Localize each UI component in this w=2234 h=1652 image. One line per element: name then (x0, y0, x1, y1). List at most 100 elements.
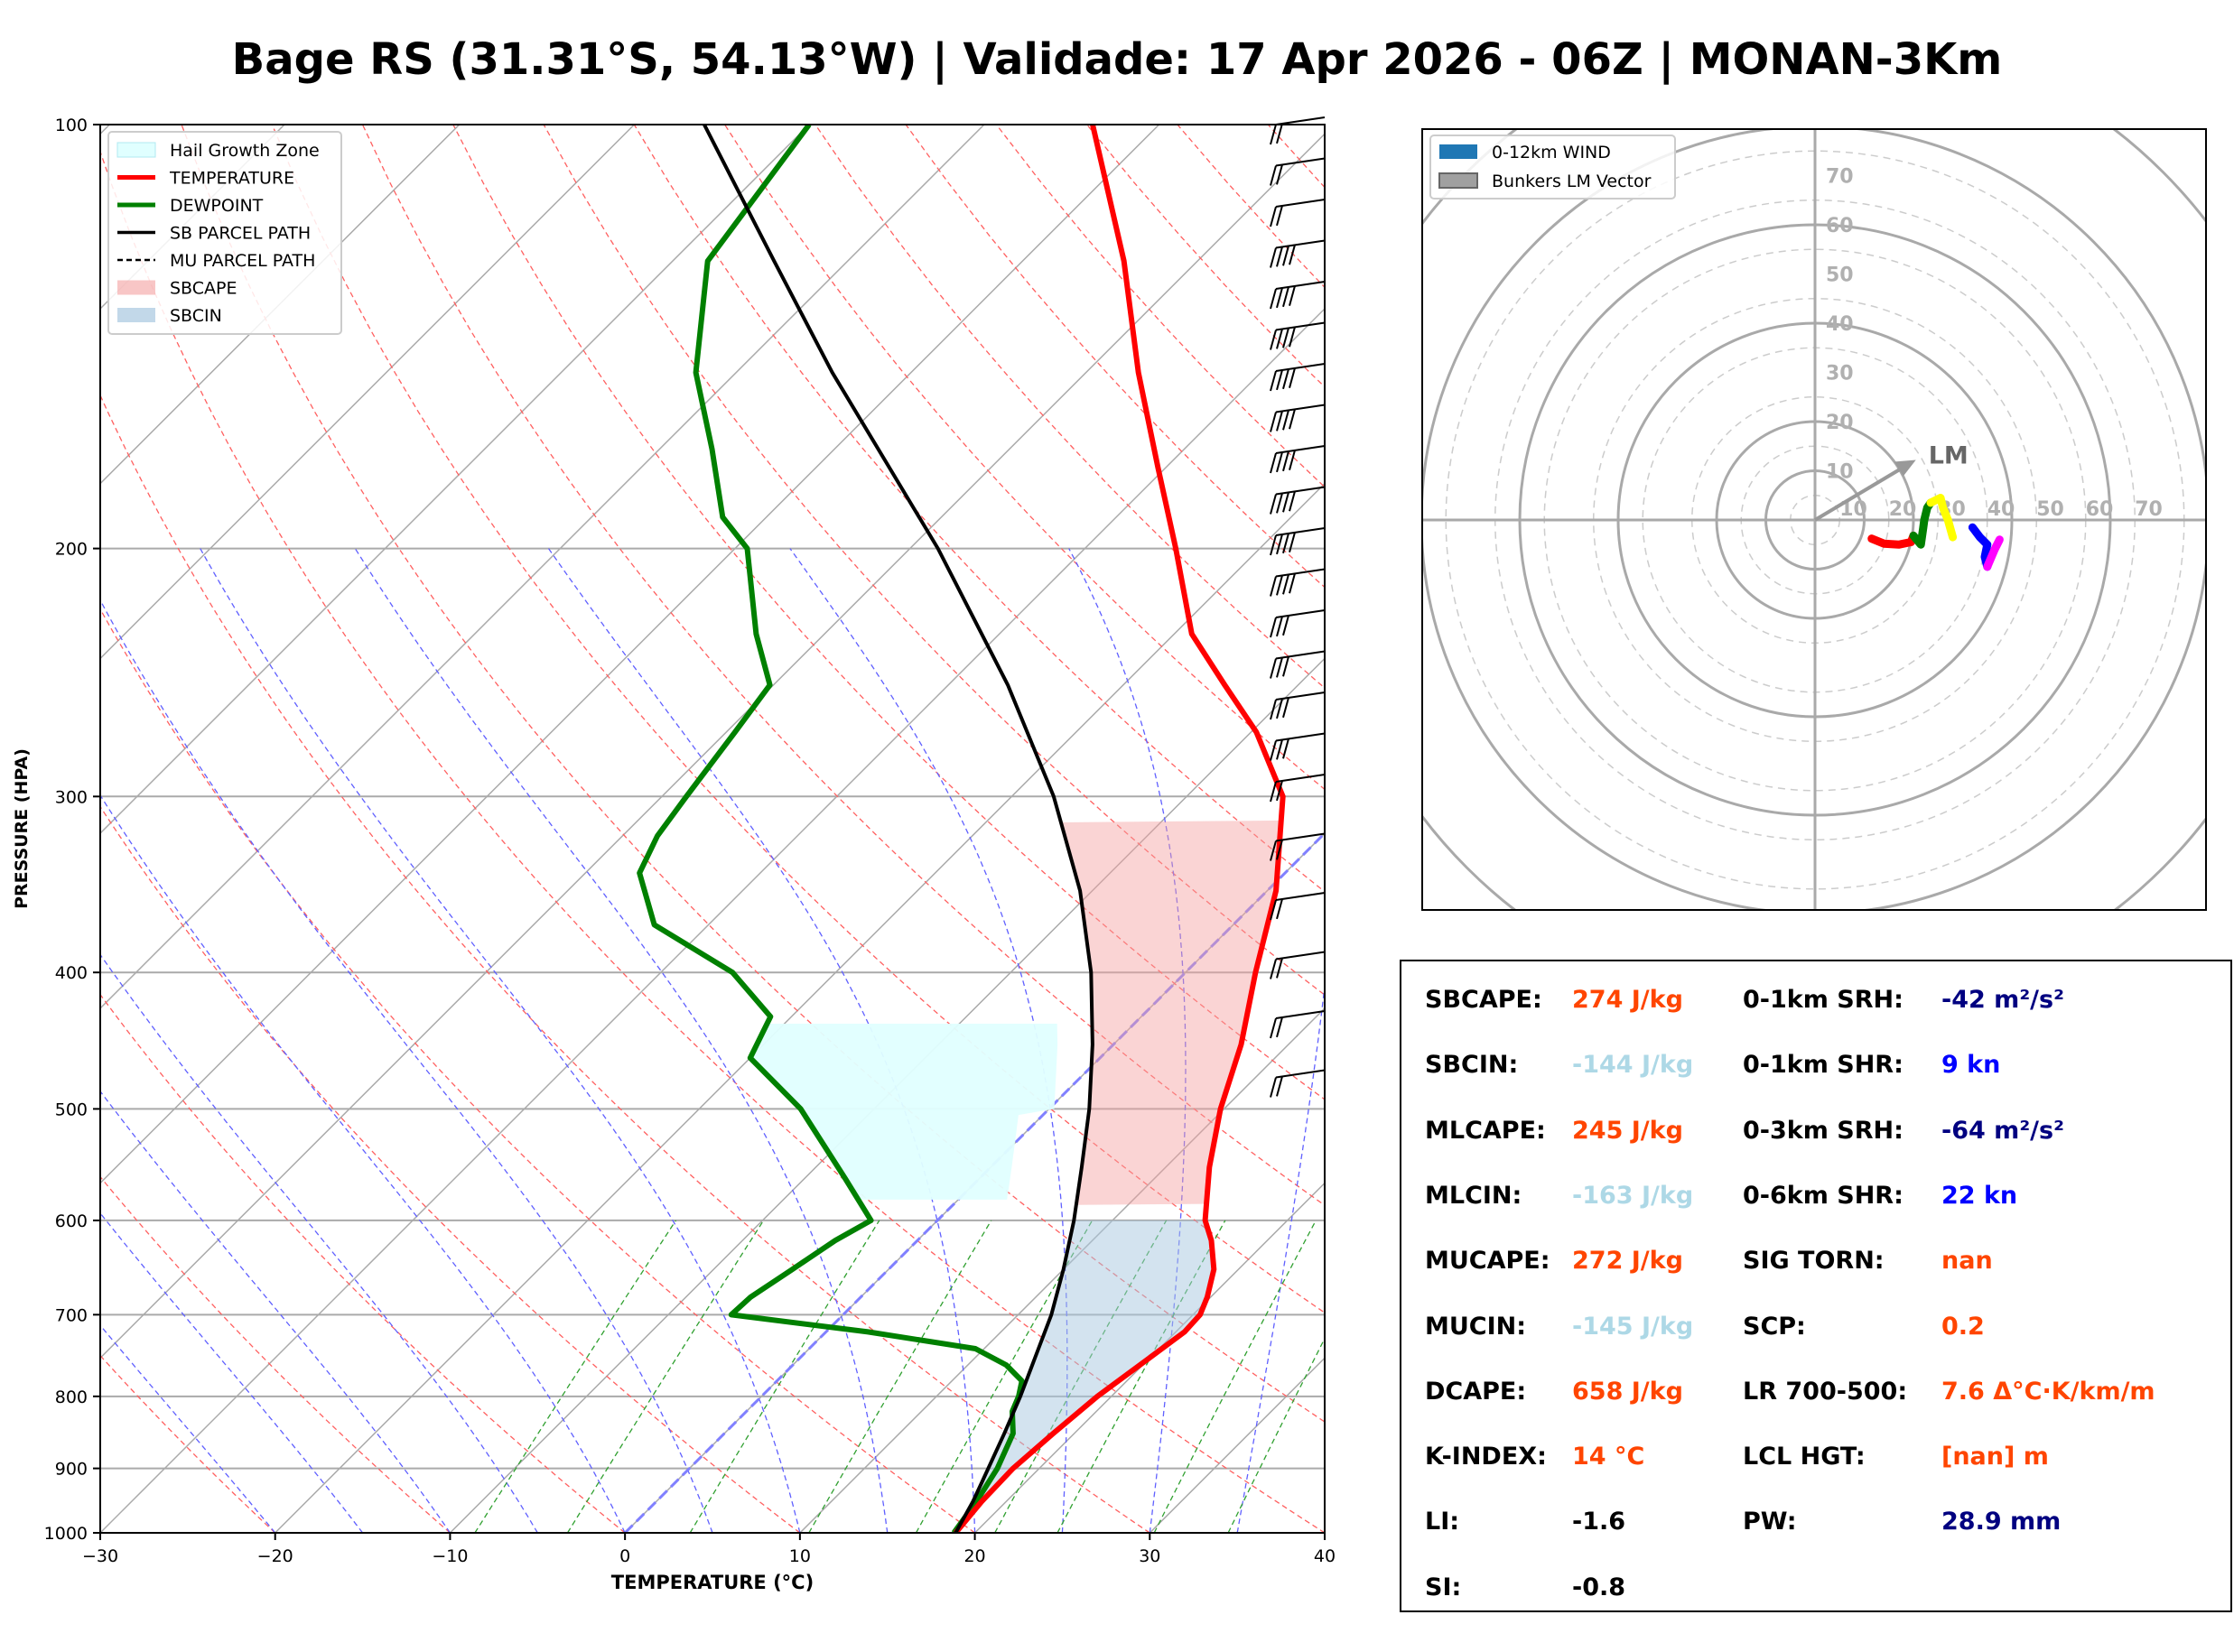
legend-item: SBCIN (117, 306, 222, 326)
param-label: LR 700-500: (1743, 1377, 1908, 1406)
wind-barb (1270, 609, 1326, 638)
param-label: PW: (1743, 1508, 1797, 1536)
wind-barb (1270, 568, 1326, 597)
mixing-ratio-line (474, 1220, 677, 1533)
legend-swatch (1438, 172, 1478, 189)
dry-adiabat (633, 125, 1325, 893)
moist-adiabat (354, 548, 889, 1533)
hodo-ring-label-vertical: 40 (1826, 313, 1854, 336)
dry-adiabat (814, 125, 1325, 689)
param-label: K-INDEX: (1425, 1443, 1547, 1471)
mixing-ratio-line (689, 1220, 880, 1533)
wind-barb (1270, 199, 1326, 227)
legend-label: 0-12km WIND (1492, 143, 1611, 162)
skewt-legend: Hail Growth Zone TEMPERATURE DEWPOINT SB PA… (107, 131, 342, 335)
isotherm-line (100, 133, 1325, 1360)
param-value: -163 J/kg (1572, 1181, 1694, 1210)
legend-label: Bunkers LM Vector (1492, 172, 1652, 191)
wind-barb (1270, 486, 1326, 515)
param-value: 658 J/kg (1572, 1377, 1683, 1406)
x-tick-label: −20 (257, 1546, 293, 1566)
wind-barb (1270, 951, 1326, 979)
param-label: SIG TORN: (1743, 1247, 1885, 1276)
legend-label: SBCIN (170, 306, 222, 326)
y-tick-label: 500 (55, 1100, 88, 1119)
legend-swatch (117, 308, 155, 322)
chart-title: Bage RS (31.31°S, 54.13°W) | Validade: 1… (231, 34, 2003, 85)
sbcape-fill (1060, 820, 1281, 1205)
hodo-ring-label-horizontal: 40 (1987, 498, 2015, 521)
isotherm-line (275, 482, 1325, 1533)
param-value: 274 J/kg (1572, 986, 1683, 1014)
legend-item: SB PARCEL PATH (117, 224, 311, 244)
bunkers-lm-vector (1813, 464, 1906, 522)
wind-barb (1270, 404, 1326, 432)
skewt-fills (749, 820, 1281, 1533)
x-tick-label: 40 (1314, 1546, 1336, 1566)
dewpoint-line (637, 125, 1025, 1533)
param-label: SI: (1425, 1573, 1462, 1601)
y-tick-label: 100 (55, 116, 88, 135)
wind-barb (1270, 445, 1326, 474)
param-label: MUCIN: (1425, 1312, 1527, 1341)
wind-barb (1270, 691, 1326, 720)
param-label: MLCIN: (1425, 1181, 1522, 1210)
isotherm-line (100, 125, 1160, 1184)
wind-barb (1270, 527, 1326, 556)
hodo-ring-label-vertical: 10 (1826, 461, 1854, 484)
moist-adiabat (100, 599, 713, 1533)
isotherm-line (100, 125, 635, 660)
param-value: nan (1941, 1247, 1993, 1276)
param-value: -145 J/kg (1572, 1312, 1694, 1341)
legend-item: SBCAPE (117, 279, 237, 299)
parameters-panel: SBCAPE: 274 J/kg SBCIN: -144 J/kg MLCAPE: 245… (1400, 960, 2232, 1612)
param-value: -42 m²/s² (1941, 986, 2064, 1014)
isotherm-line (799, 1007, 1325, 1533)
skewt-background-lines (100, 125, 1325, 1533)
legend-label: MU PARCEL PATH (170, 251, 315, 271)
isotherm-line (100, 307, 1325, 1533)
hodograph-trace: LM (1813, 442, 2004, 571)
param-value: 245 J/kg (1572, 1116, 1683, 1145)
hodograph-segment (1926, 494, 1958, 542)
skewt-axis-ticks: −30 −20 −10 0 10 20 30 40 100 200 300 400 500 600 700 8… (44, 116, 1336, 1566)
hodograph-segment (1909, 498, 1935, 549)
bunkers-lm-arrowhead (1894, 459, 1916, 477)
hodo-ring-label-vertical: 60 (1826, 215, 1854, 237)
param-label: SBCIN: (1425, 1051, 1519, 1080)
mixing-ratio-line (915, 1220, 1094, 1533)
param-value: 272 J/kg (1572, 1247, 1683, 1276)
param-label: 0-6km SHR: (1743, 1181, 1904, 1210)
wind-barbs (1270, 116, 1326, 1098)
sbcin-fill (955, 1220, 1215, 1533)
hodograph-legend: 0-12km WIND Bunkers LM Vector (1429, 135, 1676, 200)
wind-barb (1270, 1069, 1326, 1098)
moist-adiabat (100, 1090, 451, 1533)
wind-barb (1270, 832, 1326, 861)
wind-barb (1270, 363, 1326, 392)
legend-item: Bunkers LM Vector (1438, 172, 1652, 191)
hodograph-segment (1983, 535, 2004, 571)
moist-adiabat (1236, 980, 1325, 1533)
y-tick-label: 600 (55, 1211, 88, 1231)
dry-adiabat (100, 805, 801, 1533)
param-label: 0-1km SHR: (1743, 1051, 1904, 1080)
hodo-ring-label-horizontal: 60 (2086, 498, 2114, 521)
y-tick-label: 900 (55, 1460, 88, 1480)
x-tick-label: 30 (1139, 1546, 1160, 1566)
param-value: 14 °C (1572, 1443, 1645, 1471)
dry-adiabat (100, 1175, 451, 1533)
isotherm-line (100, 125, 985, 1009)
hail-growth-zone-fill (749, 1024, 1058, 1200)
sb-parcel-line (703, 125, 1094, 1533)
param-value: 0.2 (1941, 1312, 1985, 1341)
dry-adiabat (100, 993, 626, 1533)
mixing-ratio-line (1227, 1337, 1325, 1533)
isotherm-line (100, 125, 810, 835)
param-label: MUCAPE: (1425, 1247, 1550, 1276)
param-value: -0.8 (1572, 1573, 1626, 1601)
mixing-ratio-line (808, 1220, 992, 1533)
legend-label: Hail Growth Zone (170, 141, 320, 161)
x-tick-label: 0 (619, 1546, 630, 1566)
